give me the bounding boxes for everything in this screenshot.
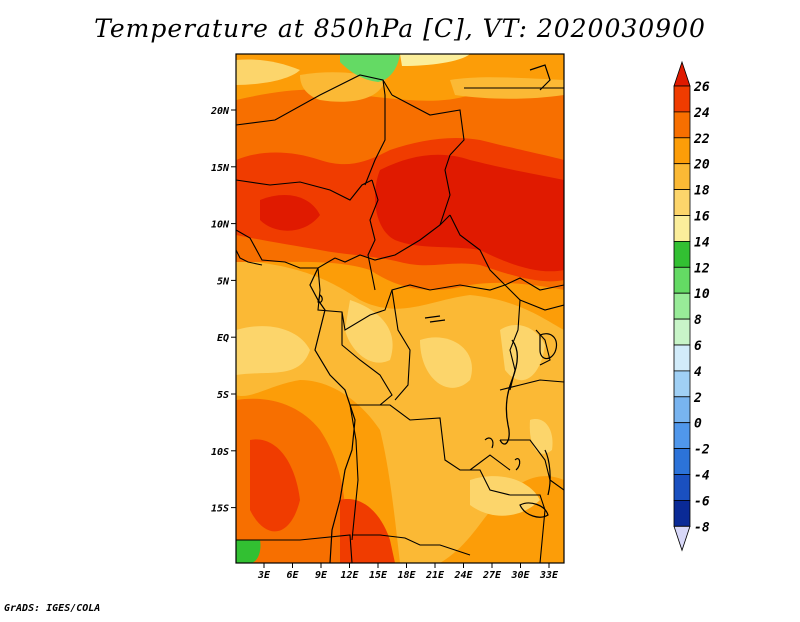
lon-tick-label: 6E xyxy=(286,570,299,581)
colorbar-label: -4 xyxy=(694,469,710,484)
colorbar-swatch xyxy=(673,85,691,113)
colorbar-label: 2 xyxy=(693,391,702,406)
colorbar-label: 22 xyxy=(693,132,710,147)
colorbar-label: 8 xyxy=(694,313,702,328)
colorbar-swatch xyxy=(673,215,691,242)
colorbar-swatch xyxy=(673,448,691,475)
lon-tick-label: 9E xyxy=(315,570,328,581)
lon-tick-label: 12E xyxy=(340,570,359,581)
lat-tick-label: 10S xyxy=(211,447,229,458)
lon-tick-label: 21E xyxy=(425,570,445,581)
lon-tick-label: 27E xyxy=(482,570,502,581)
lon-tick-label: 15E xyxy=(369,570,388,581)
colorbar-label: 6 xyxy=(694,339,702,354)
colorbar-label: -2 xyxy=(694,443,710,458)
colorbar-label: 12 xyxy=(694,261,710,276)
colorbar-swatch xyxy=(673,292,691,320)
map-frame xyxy=(235,53,565,564)
lat-tick-label: 5N xyxy=(217,276,230,287)
colorbar-label: 20 xyxy=(693,158,710,173)
colorbar-label: 16 xyxy=(694,210,710,225)
longitude-axis: 3E 6E 9E 12E 15E 18E 21E 24E 27E 30E 33E xyxy=(257,563,559,581)
lon-tick-label: 18E xyxy=(397,570,416,581)
lat-tick-label: 20N xyxy=(210,106,230,117)
colorbar-label: 26 xyxy=(693,80,710,95)
colorbar-label: 14 xyxy=(694,235,710,250)
map-title: Temperature at 850hPa [C], VT: 202003090… xyxy=(94,14,706,43)
lat-tick-label: 15N xyxy=(211,163,230,174)
lon-tick-label: 24E xyxy=(453,570,473,581)
colorbar-swatch xyxy=(673,474,691,501)
colorbar-swatch xyxy=(673,137,691,165)
colorbar-swatch xyxy=(673,111,691,139)
temperature-field xyxy=(236,54,564,563)
country-borders xyxy=(236,64,564,563)
colorbar-swatch xyxy=(673,422,691,450)
colorbar-swatch xyxy=(673,189,691,216)
latitude-axis: 20N 15N 10N 5N EQ 5S 10S 15S xyxy=(210,106,236,515)
lon-tick-label: 3E xyxy=(257,570,271,581)
colorbar-bottom-arrow xyxy=(673,525,691,552)
colorbar-swatch xyxy=(673,163,691,190)
colorbar-swatch xyxy=(673,344,691,372)
colorbar-label: 0 xyxy=(694,417,702,432)
lat-tick-label: 10N xyxy=(211,220,230,231)
colorbar-label: 18 xyxy=(694,184,710,199)
lat-tick-label: EQ xyxy=(217,333,229,344)
colorbar-swatch xyxy=(673,396,691,424)
colorbar-label: -6 xyxy=(694,494,710,509)
colorbar-label: 24 xyxy=(693,106,710,121)
lon-tick-label: 33E xyxy=(539,570,559,581)
lat-tick-label: 5S xyxy=(217,390,229,401)
colorbar-label: 10 xyxy=(694,287,710,302)
colorbar-label: -8 xyxy=(694,520,710,535)
colorbar-swatch xyxy=(673,266,691,294)
colorbar-swatch xyxy=(673,240,691,268)
colorbar-swatch xyxy=(673,318,691,346)
colorbar-swatch xyxy=(673,499,691,527)
lon-tick-label: 30E xyxy=(510,570,530,581)
colorbar-swatch xyxy=(673,370,691,398)
software-credit: GrADS: IGES/COLA xyxy=(4,603,101,614)
colorbar-label: 4 xyxy=(694,365,702,380)
lat-tick-label: 15S xyxy=(211,504,229,515)
colorbar-top-arrow xyxy=(673,60,691,87)
